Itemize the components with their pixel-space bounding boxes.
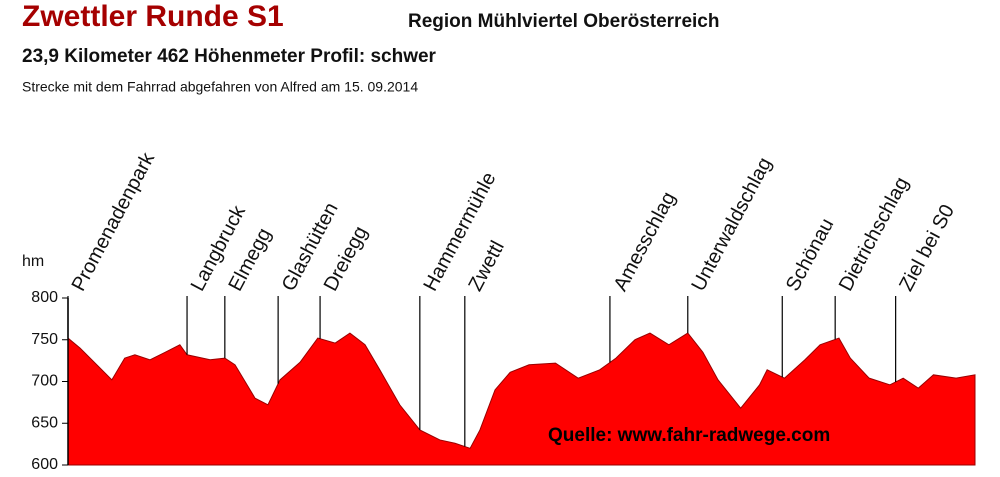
y-tick-label: 650 [31,414,58,431]
source: Quelle: www.fahr-radwege.com [548,425,830,446]
y-tick-label: 800 [31,289,58,306]
subtitle: 23,9 Kilometer 462 Höhenmeter Profil: sc… [22,46,437,67]
note: Strecke mit dem Fahrrad abgefahren von A… [22,79,418,95]
marker-label: Unterwaldschlag [687,154,776,295]
y-tick-label: 600 [31,456,58,472]
elevation-area [67,332,976,466]
y-axis-label: hm [22,253,44,270]
region: Region Mühlviertel Oberösterreich [408,11,719,32]
marker-label: Zwettl [464,237,508,294]
y-tick-label: 700 [31,373,58,390]
marker-label: Schönau [782,215,838,295]
chart-title: Zwettler Runde S1 [22,0,284,33]
marker-label: Ziel bei S0 [895,201,959,295]
y-tick-label: 750 [31,331,58,348]
marker-label: Amesschlag [610,188,681,295]
marker-label: Promenadenpark [68,148,160,295]
